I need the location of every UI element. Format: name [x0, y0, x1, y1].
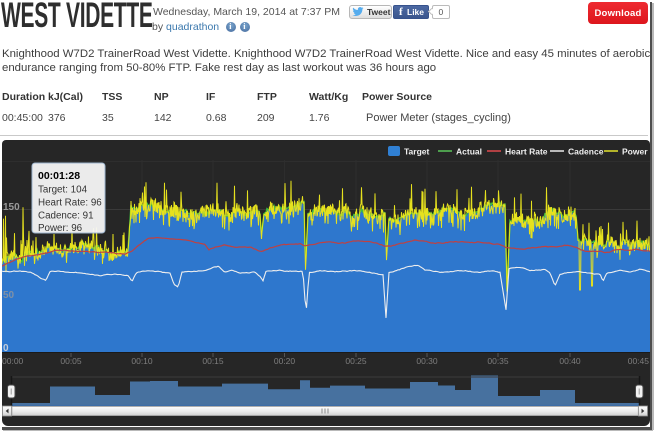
- svg-text:00:20: 00:20: [274, 356, 296, 366]
- svg-text:Cadence: Cadence: [568, 147, 604, 157]
- svg-text:00:25: 00:25: [345, 356, 367, 366]
- svg-text:Actual: Actual: [456, 147, 482, 157]
- svg-text:Power: 96: Power: 96: [38, 223, 83, 234]
- svg-text:Target: Target: [404, 147, 430, 157]
- svg-text:00:05: 00:05: [60, 356, 82, 366]
- svg-text:Heart Rate: 96: Heart Rate: 96: [38, 198, 102, 209]
- svg-text:150: 150: [3, 202, 20, 213]
- svg-text:00:01:28: 00:01:28: [38, 170, 80, 182]
- svg-text:Target: 104: Target: 104: [38, 185, 88, 196]
- svg-text:00:30: 00:30: [416, 356, 438, 366]
- svg-text:00:10: 00:10: [131, 356, 153, 366]
- svg-text:0: 0: [3, 343, 9, 354]
- svg-text:50: 50: [3, 290, 15, 301]
- svg-text:Power: Power: [622, 147, 648, 157]
- svg-text:00:45: 00:45: [628, 356, 650, 366]
- svg-text:00:15: 00:15: [202, 356, 224, 366]
- svg-text:00:35: 00:35: [487, 356, 509, 366]
- svg-text:Cadence: 91: Cadence: 91: [38, 211, 94, 222]
- svg-text:00:00: 00:00: [2, 356, 24, 366]
- svg-text:Heart Rate: Heart Rate: [505, 147, 548, 157]
- svg-text:00:40: 00:40: [559, 356, 581, 366]
